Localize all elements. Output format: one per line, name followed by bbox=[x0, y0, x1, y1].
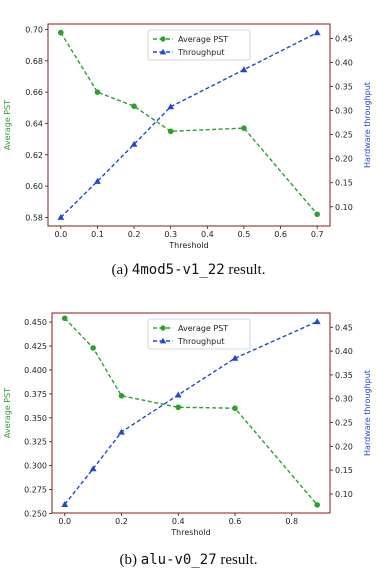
pst-point bbox=[241, 125, 247, 131]
y-left-tick-label: 0.375 bbox=[24, 390, 47, 399]
x-tick-label: 0.2 bbox=[115, 517, 128, 526]
pst-point bbox=[118, 392, 125, 399]
y-left-tick-label: 0.450 bbox=[24, 318, 47, 327]
y-right-tick-label: 0.45 bbox=[335, 34, 353, 43]
legend-box bbox=[147, 318, 251, 350]
chart-b: 0.0 0.2 0.4 0.6 0.80.2500.2750.3000.3250.350… bbox=[3, 312, 372, 537]
throughput-point bbox=[89, 465, 97, 472]
caption-b: (b) alu-v0_27 result. bbox=[119, 552, 258, 568]
throughput-point bbox=[130, 140, 138, 147]
y-right-tick-label: 0.10 bbox=[335, 203, 353, 212]
pst-point bbox=[90, 345, 96, 351]
pst-line bbox=[64, 317, 318, 506]
pst-point bbox=[167, 128, 174, 135]
legend-label: Throughput bbox=[177, 48, 224, 57]
y-right-tick-label: 0.10 bbox=[335, 490, 353, 499]
plot-frame bbox=[51, 312, 331, 514]
throughput-point bbox=[94, 177, 101, 184]
y-left-tick-label: 0.66 bbox=[25, 88, 43, 97]
y-right-tick-label: 0.25 bbox=[335, 131, 353, 140]
throughput-line bbox=[60, 32, 318, 218]
pst-point bbox=[61, 315, 68, 322]
y-right-tick-label: 0.45 bbox=[335, 323, 353, 332]
y-right-tick-label: 0.20 bbox=[335, 442, 353, 451]
y-left-tick-label: 0.325 bbox=[24, 438, 47, 447]
x-tick-label: 0.4 bbox=[172, 517, 185, 526]
legend-marker bbox=[160, 325, 166, 331]
throughput-point bbox=[313, 29, 321, 36]
caption-a: (a) 4mod5-v1_22 result. bbox=[111, 262, 266, 278]
throughput-line bbox=[64, 320, 318, 505]
y-right-tick-label: 0.35 bbox=[335, 83, 353, 92]
y-left-axis-label: Average PST bbox=[3, 388, 12, 438]
x-tick-label: 0.2 bbox=[128, 230, 141, 239]
y-left-tick-label: 0.62 bbox=[25, 151, 43, 160]
y-right-axis-label: Hardware throughput bbox=[363, 82, 372, 168]
throughput-point bbox=[118, 428, 125, 435]
y-right-tick-label: 0.30 bbox=[335, 107, 353, 116]
legend-marker bbox=[159, 48, 167, 55]
pst-point bbox=[314, 211, 320, 218]
pst-line bbox=[60, 32, 318, 215]
x-tick-label: 0.4 bbox=[201, 230, 214, 239]
throughput-point bbox=[57, 213, 65, 220]
y-left-tick-label: 0.70 bbox=[25, 25, 43, 34]
x-tick-label: 0.7 bbox=[311, 230, 324, 239]
pst-point bbox=[94, 89, 101, 95]
y-right-tick-label: 0.40 bbox=[335, 58, 353, 67]
pst-point bbox=[175, 404, 182, 411]
y-left-tick-label: 0.250 bbox=[24, 509, 47, 518]
legend-marker bbox=[159, 337, 167, 344]
legend-marker bbox=[160, 36, 166, 42]
y-left-axis-label: Average PST bbox=[3, 100, 12, 150]
pst-point bbox=[58, 29, 64, 36]
throughput-point bbox=[167, 103, 175, 110]
y-right-tick-label: 0.15 bbox=[335, 466, 353, 475]
x-tick-label: 0.0 bbox=[58, 517, 71, 526]
y-left-tick-label: 0.275 bbox=[24, 486, 47, 495]
x-tick-label: 0.3 bbox=[164, 230, 177, 239]
y-left-tick-label: 0.425 bbox=[24, 342, 47, 351]
pst-point bbox=[232, 405, 238, 412]
pst-point bbox=[314, 502, 321, 508]
y-right-tick-label: 0.20 bbox=[335, 155, 353, 164]
y-left-tick-label: 0.350 bbox=[24, 414, 47, 423]
pst-point bbox=[131, 103, 137, 110]
x-axis-label: Threshold bbox=[168, 241, 208, 250]
y-left-tick-label: 0.64 bbox=[25, 119, 43, 128]
legend-label: Average PST bbox=[178, 324, 228, 333]
x-tick-label: 0.6 bbox=[229, 517, 242, 526]
legend-label: Throughput bbox=[177, 337, 224, 346]
x-tick-label: 0.5 bbox=[238, 230, 251, 239]
x-tick-label: 0.6 bbox=[274, 230, 287, 239]
legend-label: Average PST bbox=[178, 35, 228, 44]
throughput-point bbox=[240, 66, 248, 73]
y-left-tick-label: 0.300 bbox=[24, 462, 47, 471]
y-left-tick-label: 0.400 bbox=[24, 366, 47, 375]
chart-a: 0.0 0.1 0.2 0.3 0.4 0.5 0.6 0.7 0.58 0.60 0.62 0.64… bbox=[3, 23, 372, 250]
x-tick-label: 0.1 bbox=[91, 230, 104, 239]
y-right-tick-label: 0.30 bbox=[335, 395, 353, 404]
throughput-point bbox=[313, 318, 321, 325]
y-right-tick-label: 0.25 bbox=[335, 419, 353, 428]
y-left-tick-label: 0.68 bbox=[25, 57, 43, 66]
y-right-tick-label: 0.15 bbox=[335, 179, 353, 188]
throughput-point bbox=[61, 501, 69, 507]
plot-frame bbox=[47, 23, 331, 227]
legend-box bbox=[147, 29, 251, 61]
y-left-tick-label: 0.58 bbox=[25, 213, 43, 222]
x-tick-label: 0.8 bbox=[285, 517, 298, 526]
y-right-tick-label: 0.40 bbox=[335, 347, 353, 356]
x-tick-label: 0.0 bbox=[54, 230, 67, 239]
throughput-point bbox=[231, 354, 239, 361]
y-left-tick-label: 0.60 bbox=[25, 182, 43, 191]
x-axis-label: Threshold bbox=[170, 528, 210, 537]
y-right-tick-label: 0.35 bbox=[335, 371, 353, 380]
y-right-axis-label: Hardware throughput bbox=[363, 370, 372, 456]
throughput-point bbox=[174, 391, 182, 398]
